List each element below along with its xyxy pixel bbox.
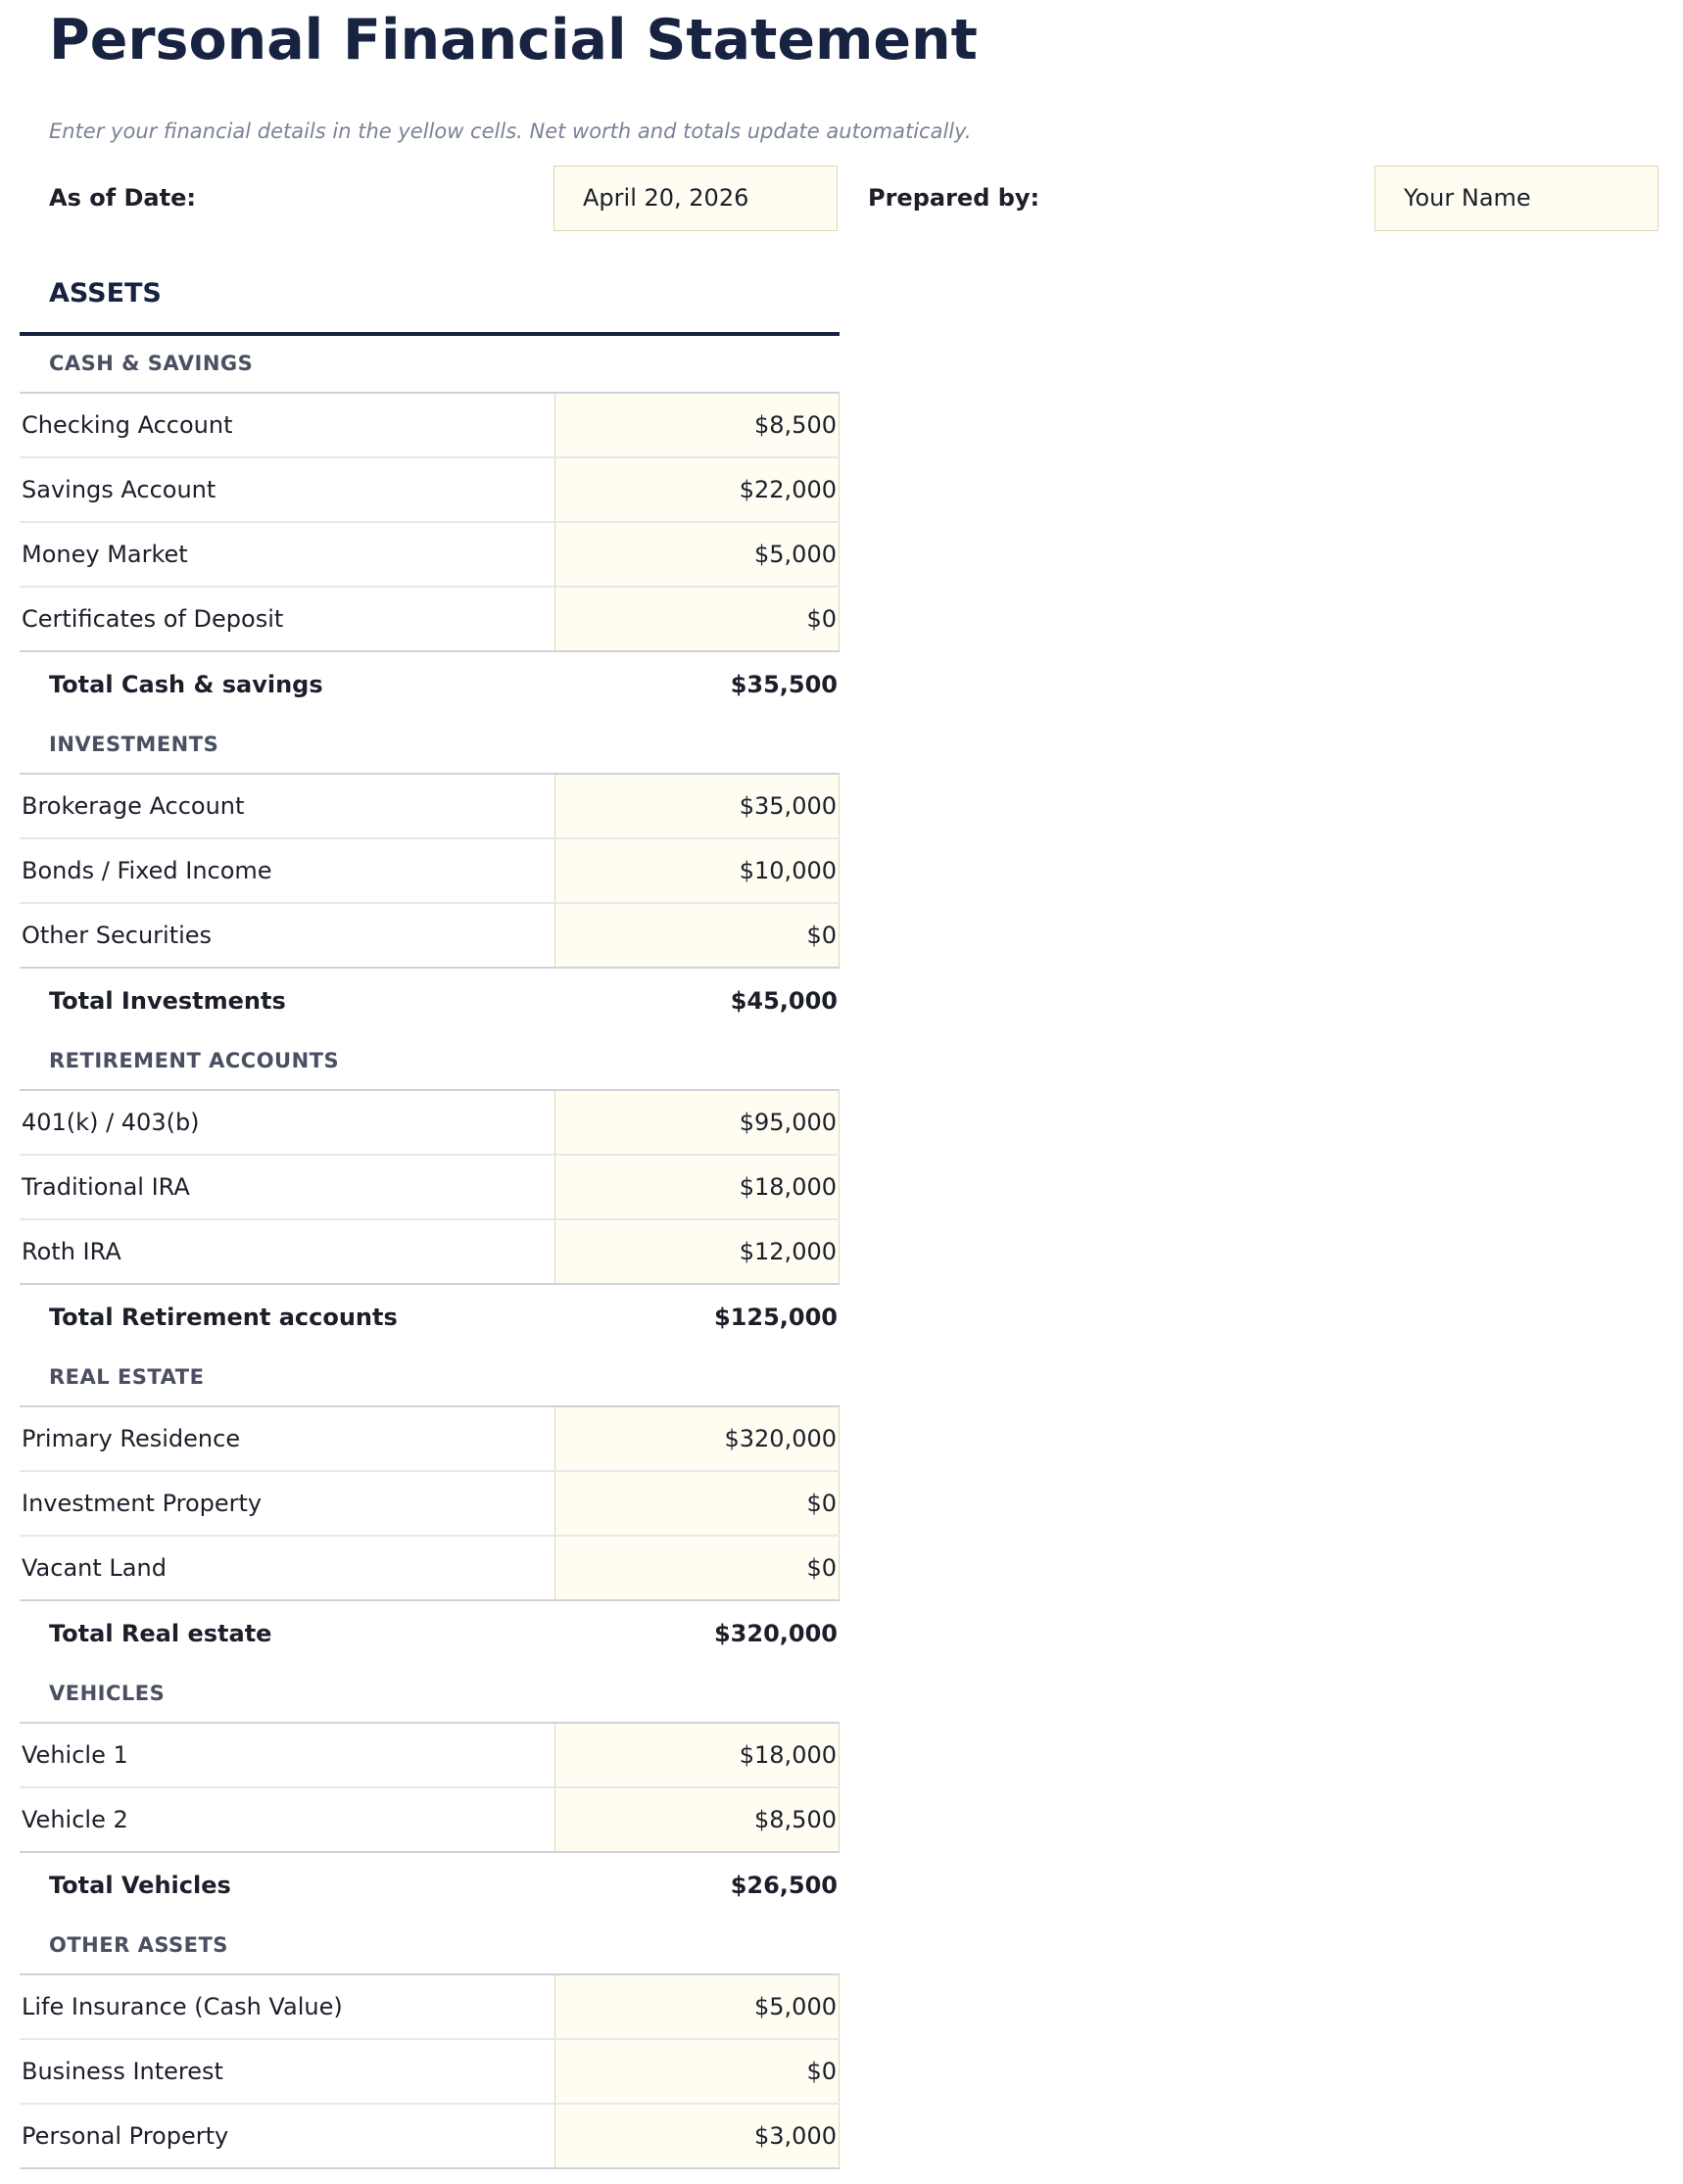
row-label: Primary Residence xyxy=(22,1425,241,1452)
value-input[interactable]: $0 xyxy=(553,2040,840,2103)
value-input[interactable]: $18,000 xyxy=(553,1724,840,1786)
prepared-by-input[interactable]: Your Name xyxy=(1374,166,1659,231)
page-title: Personal Financial Statement xyxy=(49,8,978,72)
table-row: Primary Residence $320,000 xyxy=(20,1407,840,1472)
value-input[interactable]: $22,000 xyxy=(553,458,840,521)
total-row: Total Retirement accounts $125,000 xyxy=(20,1285,840,1350)
total-label: Total Cash & savings xyxy=(49,671,323,698)
section-rows: Vehicle 1 $18,000 Vehicle 2 $8,500 xyxy=(20,1722,840,1853)
value-input[interactable]: $320,000 xyxy=(553,1407,840,1470)
value-input[interactable]: $3,000 xyxy=(553,2105,840,2167)
row-label: Bonds / Fixed Income xyxy=(22,857,272,884)
table-row: Traditional IRA $18,000 xyxy=(20,1156,840,1220)
table-row: Vehicle 1 $18,000 xyxy=(20,1724,840,1788)
row-label: Personal Property xyxy=(22,2122,229,2150)
table-row: 401(k) / 403(b) $95,000 xyxy=(20,1091,840,1156)
table-row: Other Securities $0 xyxy=(20,904,840,969)
table-row: Bonds / Fixed Income $10,000 xyxy=(20,839,840,904)
row-label: Business Interest xyxy=(22,2058,223,2085)
total-row: Total Real estate $320,000 xyxy=(20,1601,840,1666)
value-input[interactable]: $8,500 xyxy=(553,1788,840,1851)
value-input[interactable]: $18,000 xyxy=(553,1156,840,1218)
total-label: Total Retirement accounts xyxy=(49,1304,398,1331)
section-header: REAL ESTATE xyxy=(49,1365,205,1389)
section-header: RETIREMENT ACCOUNTS xyxy=(49,1049,340,1072)
row-label: 401(k) / 403(b) xyxy=(22,1109,200,1136)
row-label: Vehicle 2 xyxy=(22,1806,128,1833)
row-label: Certificates of Deposit xyxy=(22,605,284,633)
total-value: $26,500 xyxy=(730,1872,838,1899)
row-label: Checking Account xyxy=(22,411,233,439)
value-input[interactable]: $5,000 xyxy=(553,1975,840,2038)
value-input[interactable]: $8,500 xyxy=(553,394,840,456)
value-input[interactable]: $12,000 xyxy=(553,1220,840,1283)
value-input[interactable]: $10,000 xyxy=(553,839,840,902)
section-header: INVESTMENTS xyxy=(49,733,219,756)
prepared-by-label: Prepared by: xyxy=(868,184,1040,212)
total-value: $35,500 xyxy=(730,671,838,698)
table-row: Checking Account $8,500 xyxy=(20,394,840,458)
table-row: Certificates of Deposit $0 xyxy=(20,588,840,652)
assets-heading: ASSETS xyxy=(49,278,162,309)
total-value: $320,000 xyxy=(713,1620,838,1647)
value-input[interactable]: $35,000 xyxy=(553,775,840,837)
total-row: Total Vehicles $26,500 xyxy=(20,1853,840,1918)
value-input[interactable]: $95,000 xyxy=(553,1091,840,1154)
row-label: Roth IRA xyxy=(22,1238,121,1265)
table-row: Investment Property $0 xyxy=(20,1472,840,1537)
total-row: Total Investments $45,000 xyxy=(20,969,840,1033)
row-label: Brokerage Account xyxy=(22,792,245,820)
section-rows: Primary Residence $320,000 Investment Prop… xyxy=(20,1405,840,1601)
total-label: Total Investments xyxy=(49,987,286,1015)
section-header: OTHER ASSETS xyxy=(49,1933,228,1957)
section-rows: 401(k) / 403(b) $95,000 Traditional IRA $18… xyxy=(20,1089,840,1285)
total-row: Total Cash & savings $35,500 xyxy=(20,652,840,717)
row-label: Life Insurance (Cash Value) xyxy=(22,1993,343,2020)
table-row: Vehicle 2 $8,500 xyxy=(20,1788,840,1853)
section-rows: Brokerage Account $35,000 Bonds / Fixed In… xyxy=(20,773,840,969)
table-row: Business Interest $0 xyxy=(20,2040,840,2105)
table-row: Life Insurance (Cash Value) $5,000 xyxy=(20,1975,840,2040)
row-label: Money Market xyxy=(22,541,188,568)
total-value: $125,000 xyxy=(713,1304,838,1331)
value-input[interactable]: $0 xyxy=(553,904,840,967)
value-input[interactable]: $0 xyxy=(553,1537,840,1599)
row-label: Other Securities xyxy=(22,922,213,949)
table-row: Brokerage Account $35,000 xyxy=(20,775,840,839)
assets-divider xyxy=(20,332,840,336)
value-input[interactable]: $0 xyxy=(553,588,840,650)
section-header: VEHICLES xyxy=(49,1682,166,1705)
table-row: Personal Property $3,000 xyxy=(20,2105,840,2169)
table-row: Vacant Land $0 xyxy=(20,1537,840,1601)
row-label: Traditional IRA xyxy=(22,1173,190,1201)
total-value: $45,000 xyxy=(730,987,838,1015)
table-row: Roth IRA $12,000 xyxy=(20,1220,840,1285)
as-of-date-input[interactable]: April 20, 2026 xyxy=(553,166,838,231)
row-label: Investment Property xyxy=(22,1490,263,1517)
value-input[interactable]: $5,000 xyxy=(553,523,840,586)
row-label: Vacant Land xyxy=(22,1554,167,1582)
section-rows: Checking Account $8,500 Savings Account $22… xyxy=(20,392,840,652)
total-label: Total Vehicles xyxy=(49,1872,231,1899)
row-label: Vehicle 1 xyxy=(22,1741,128,1769)
value-input[interactable]: $0 xyxy=(553,1472,840,1535)
as-of-date-label: As of Date: xyxy=(49,184,196,212)
row-label: Savings Account xyxy=(22,476,216,503)
table-row: Money Market $5,000 xyxy=(20,523,840,588)
section-rows: Life Insurance (Cash Value) $5,000 Busines… xyxy=(20,1973,840,2169)
assets-table: CASH & SAVINGS Checking Account $8,500 Savi… xyxy=(20,336,840,2169)
instructions: Enter your financial details in the yell… xyxy=(49,119,972,143)
total-label: Total Real estate xyxy=(49,1620,272,1647)
table-row: Savings Account $22,000 xyxy=(20,458,840,523)
section-header: CASH & SAVINGS xyxy=(49,352,254,375)
